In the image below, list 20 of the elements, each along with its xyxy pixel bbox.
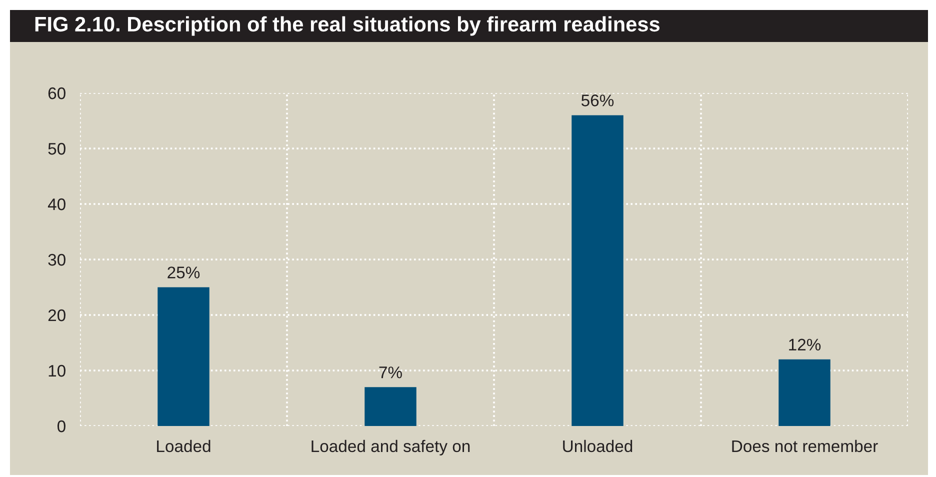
data-label: 56% [581,94,614,106]
chart-title: FIG 2.10. Description of the real situations by firearm readiness [35,16,660,36]
y-tick-label: 20 [48,309,66,322]
y-tick-label: 60 [48,87,66,100]
y-tick-label: 10 [48,364,66,377]
data-label: 25% [168,266,200,278]
y-tick-label: 30 [48,254,66,266]
data-label: 12% [789,338,821,350]
y-tick-label: 40 [48,198,66,210]
bar [572,115,624,426]
data-label: 7% [379,366,402,378]
y-tick-label: 0 [57,420,66,432]
x-tick-label: Loaded and safety on [312,440,470,456]
y-tick-label: 50 [48,142,66,155]
x-tick-label: Does not remember [732,440,878,452]
x-tick-label: Loaded [157,440,210,452]
bar [158,287,210,426]
bar [364,387,416,426]
bar [778,359,830,426]
x-tick-label: Unloaded [563,440,632,452]
